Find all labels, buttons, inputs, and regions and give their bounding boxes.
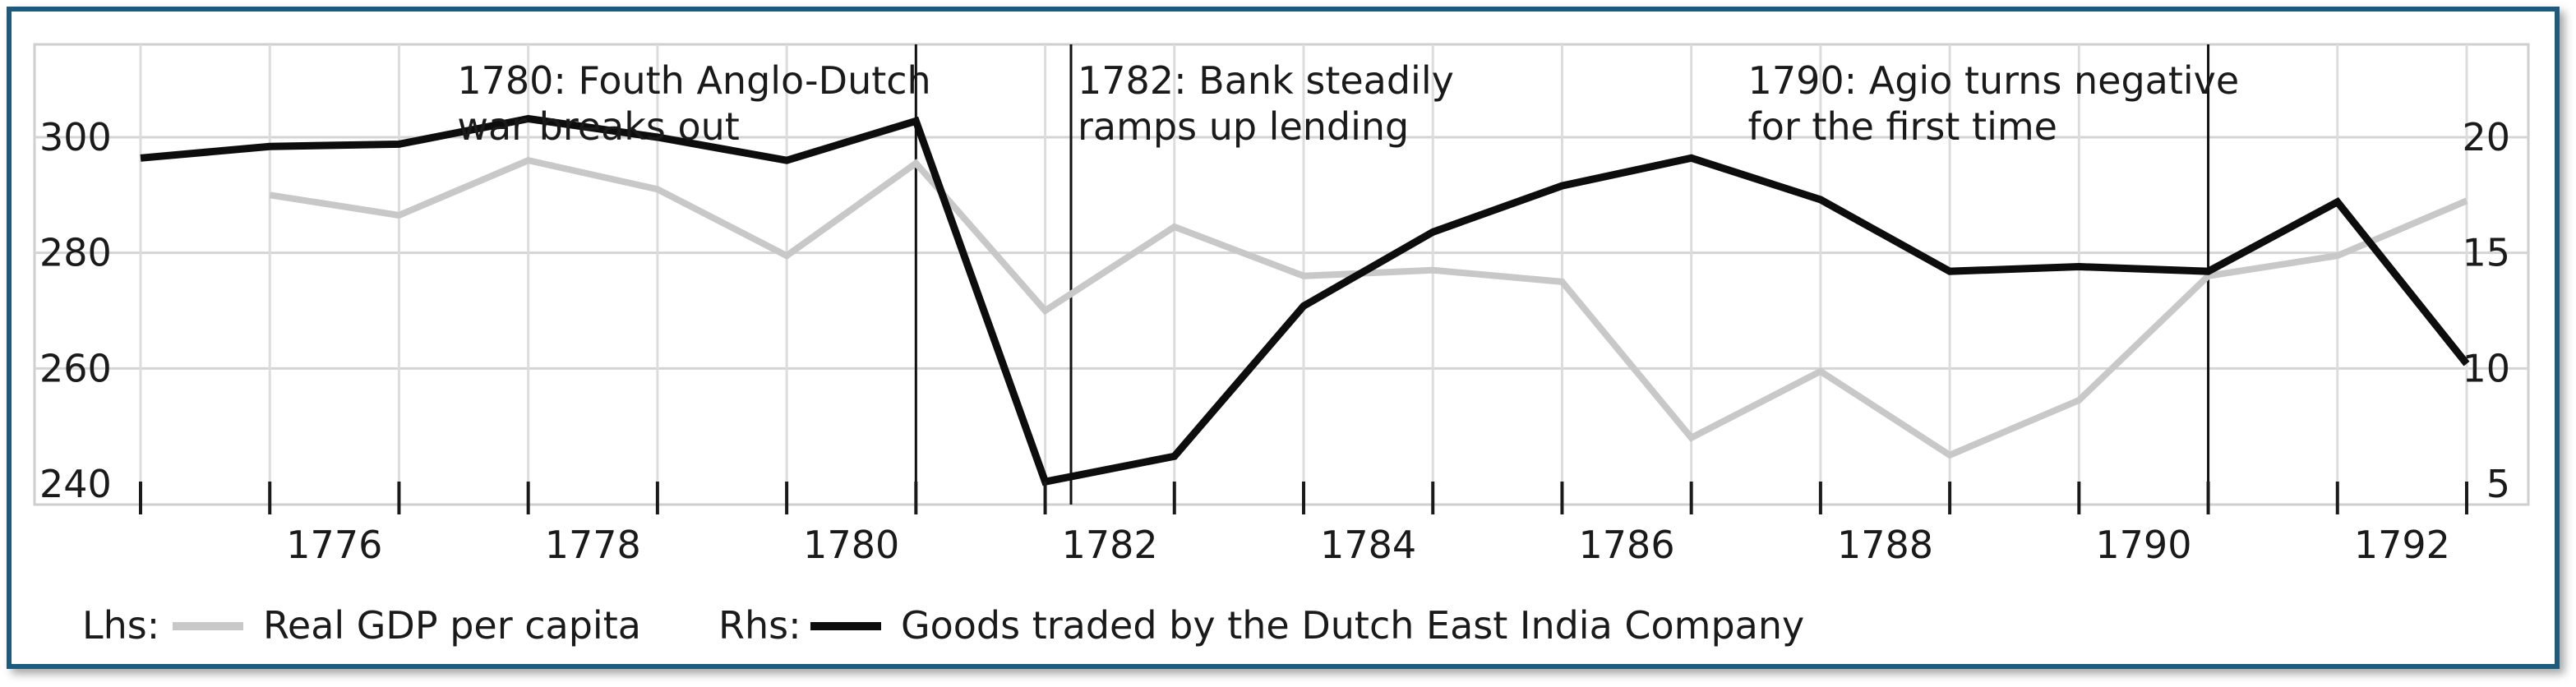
x-tick-label: 1776 bbox=[286, 523, 382, 567]
legend-rhs-label: Rhs: bbox=[718, 603, 801, 648]
legend-entry-gdp: Real GDP per capita bbox=[263, 603, 641, 648]
x-tick-label: 1784 bbox=[1320, 523, 1416, 567]
annotation-text: ramps up lending bbox=[1078, 104, 1409, 149]
y-right-tick-label: 5 bbox=[2486, 462, 2510, 506]
x-tick-label: 1788 bbox=[1837, 523, 1933, 567]
plot-area bbox=[33, 43, 2530, 506]
legend-entry-goods: Goods traded by the Dutch East India Com… bbox=[901, 603, 1804, 648]
y-left-tick-label: 240 bbox=[39, 462, 112, 506]
x-tick-label: 1792 bbox=[2354, 523, 2450, 567]
legend-lhs-label: Lhs: bbox=[82, 603, 159, 648]
x-tick-label: 1786 bbox=[1579, 523, 1675, 567]
annotation-text: 1790: Agio turns negative bbox=[1748, 58, 2240, 103]
y-left-tick-label: 300 bbox=[39, 115, 112, 159]
x-tick-label: 1778 bbox=[545, 523, 641, 567]
y-left-tick-label: 280 bbox=[39, 231, 112, 275]
annotation-text: 1782: Bank steadily bbox=[1078, 58, 1454, 103]
annotation-text: war breaks out bbox=[457, 104, 740, 149]
x-tick-label: 1790 bbox=[2095, 523, 2191, 567]
y-right-tick-label: 10 bbox=[2462, 346, 2510, 390]
y-right-tick-label: 20 bbox=[2462, 115, 2510, 159]
chart-frame: 1780: Fouth Anglo-Dutch war breaks out 178… bbox=[7, 7, 2560, 669]
annotation-text: for the first time bbox=[1748, 104, 2057, 149]
x-tick-label: 1782 bbox=[1062, 523, 1158, 567]
x-tick-label: 1780 bbox=[803, 523, 899, 567]
y-left-tick-label: 260 bbox=[39, 346, 112, 390]
series-line-gdp bbox=[269, 156, 2468, 459]
y-right-tick-label: 15 bbox=[2462, 231, 2510, 275]
annotation-text: 1780: Fouth Anglo-Dutch bbox=[457, 58, 930, 103]
